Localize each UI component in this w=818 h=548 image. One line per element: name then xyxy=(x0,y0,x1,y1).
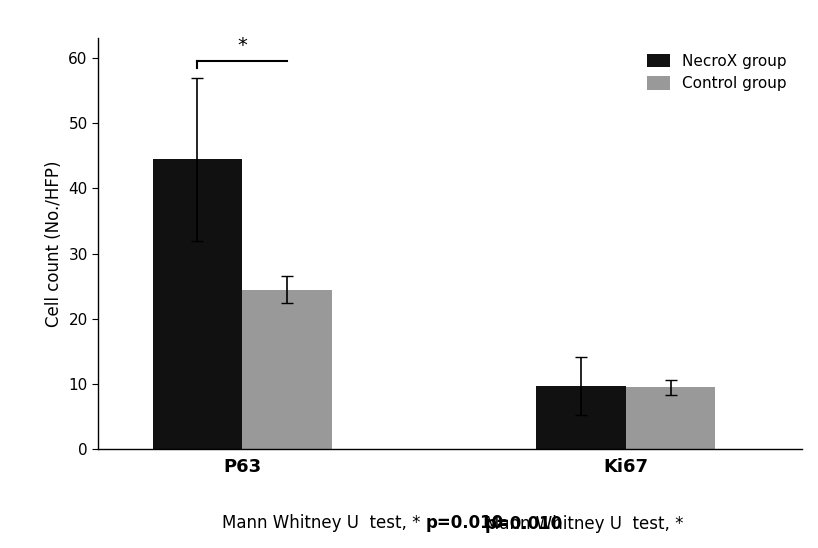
Text: Mann Whitney U  test, *: Mann Whitney U test, * xyxy=(485,515,689,533)
Text: p=0.010: p=0.010 xyxy=(425,513,504,532)
Bar xyxy=(626,387,715,449)
Bar xyxy=(537,386,626,449)
Bar xyxy=(152,159,242,449)
Text: Mann Whitney U  test, *: Mann Whitney U test, * xyxy=(222,513,425,532)
Text: *: * xyxy=(237,36,247,55)
Y-axis label: Cell count (No./HFP): Cell count (No./HFP) xyxy=(45,161,63,327)
Text: p=0.010: p=0.010 xyxy=(485,515,564,533)
Legend: NecroX group, Control group: NecroX group, Control group xyxy=(639,46,794,99)
Bar xyxy=(242,289,331,449)
